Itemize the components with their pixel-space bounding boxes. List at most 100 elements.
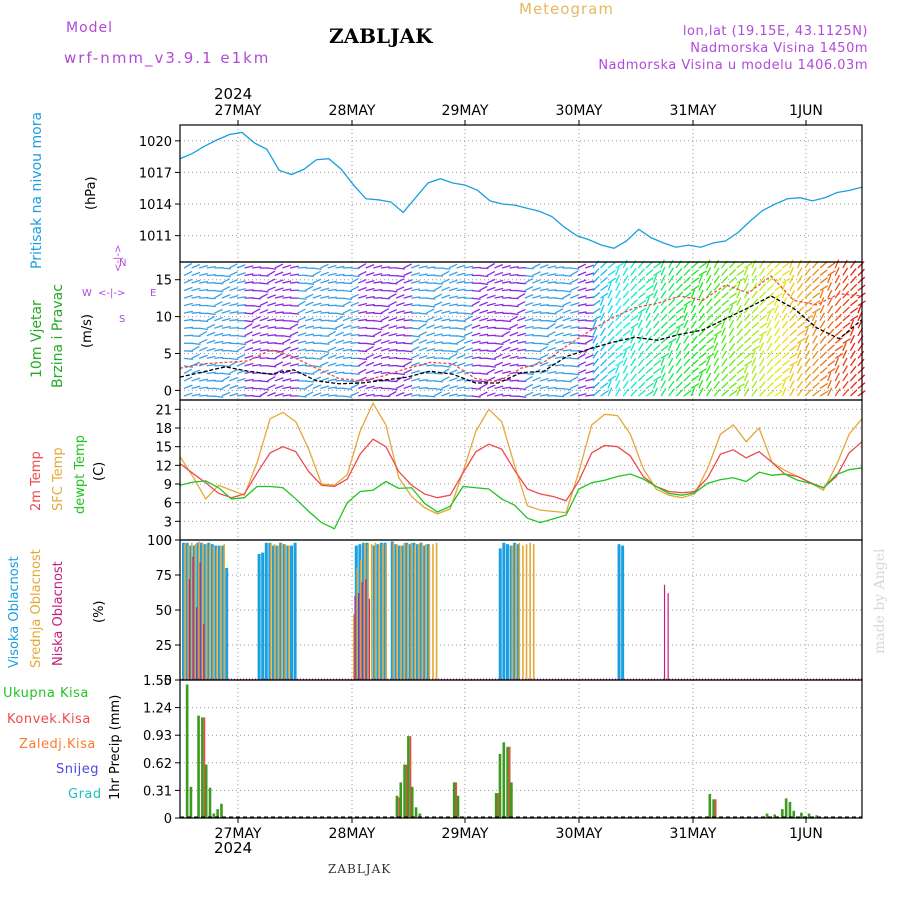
wind-barb (819, 382, 828, 390)
wind-barb (675, 373, 683, 382)
wind-barb (781, 320, 789, 329)
wind-barb (653, 344, 661, 352)
wind-barb (327, 354, 337, 359)
wind-barb (244, 312, 254, 315)
wind-barb (183, 302, 193, 307)
wind-barb (532, 271, 541, 277)
wind-barb (774, 292, 783, 299)
wind-gust-line (179, 275, 863, 383)
cloud-bar-high (221, 545, 225, 680)
wind-barb (494, 295, 504, 299)
wind-barb (441, 294, 451, 299)
wind-barb (403, 279, 413, 284)
compass-west: W (82, 288, 92, 299)
wind-barb (214, 282, 224, 285)
wind-barb (342, 395, 353, 398)
wind-barb (797, 322, 805, 329)
wind-barb (274, 303, 284, 307)
wind-barb (789, 364, 794, 374)
wind-barb (373, 362, 383, 367)
wind-barb (448, 369, 458, 375)
wind-barb (532, 318, 542, 322)
wind-barb (645, 277, 654, 284)
cloud-bar-mid (201, 542, 204, 680)
wind-barb (630, 267, 637, 276)
wind-barb (766, 358, 774, 367)
wind-barb (607, 343, 615, 352)
wind-barb (388, 309, 398, 314)
wind-barb (229, 376, 238, 382)
wind-barb (464, 355, 474, 359)
wind-barb (622, 357, 628, 367)
cloud-bar-mid (212, 547, 215, 680)
wind-barb (358, 357, 368, 361)
wind-barb (599, 312, 606, 321)
cloud-bar-high (199, 542, 203, 680)
wind-barb (327, 296, 337, 299)
wind-barb (305, 372, 315, 375)
precip-bar-total (498, 753, 502, 818)
wind-barb (426, 348, 436, 352)
wind-barb (789, 380, 795, 389)
wind-barb (532, 287, 542, 292)
wind-barb (312, 294, 322, 299)
wind-barb (690, 304, 697, 314)
wind-barb (721, 350, 728, 359)
wind-barb (448, 361, 458, 367)
wind-barb (236, 385, 246, 390)
wind-barb (251, 324, 261, 329)
wind-barb (502, 296, 512, 299)
wind-barb (668, 275, 675, 284)
wind-barb (585, 378, 595, 382)
wind-barb (433, 325, 443, 329)
wind-barb (819, 304, 825, 314)
wind-barb (517, 356, 527, 359)
wind-barb (433, 349, 443, 352)
wind-barb (494, 335, 504, 338)
wind-barb (305, 341, 315, 344)
wind-barb (713, 298, 721, 307)
x-tick-label-bottom: 30MAY (556, 826, 603, 842)
wind-barb (327, 288, 337, 292)
wind-barb (191, 311, 201, 314)
wind-barb (660, 274, 666, 284)
wind-barb (441, 334, 451, 337)
wind-barb (600, 382, 609, 389)
precip-bar-total (792, 810, 796, 818)
wind-barb (789, 313, 797, 322)
wind-barb (358, 350, 368, 353)
wind-barb (221, 341, 231, 344)
wind-barb (524, 294, 534, 299)
wind-barb (380, 316, 390, 322)
cloud-bar-mid (403, 542, 405, 680)
wind-barb (342, 364, 353, 367)
wind-barb (244, 273, 254, 277)
wind-barb (705, 259, 711, 269)
wind-barb (365, 311, 375, 314)
wind-barb (501, 354, 511, 359)
wind-barb (774, 335, 781, 344)
wind-barb (403, 392, 413, 397)
wind-barb (615, 262, 624, 269)
wind-barb (426, 395, 436, 398)
wind-barb (357, 270, 367, 277)
wind-barb (690, 269, 699, 277)
wind-barb (645, 320, 652, 329)
cloud-bar-high (419, 542, 423, 680)
wind-barb (297, 364, 307, 367)
wind-barb (411, 296, 421, 299)
wind-barb (577, 303, 587, 307)
wind-barb (433, 301, 443, 307)
wind-barb (842, 275, 849, 284)
cloud-bar-high (286, 545, 290, 680)
wind-barb (335, 379, 345, 382)
wind-barb (562, 317, 572, 322)
wind-barb (365, 303, 375, 307)
wind-barb (827, 344, 835, 352)
wind-barb (789, 259, 794, 269)
wind-barb (426, 364, 436, 367)
wind-barb (743, 274, 749, 284)
wind-barb (652, 387, 658, 397)
wind-barb (221, 365, 231, 368)
wind-barb (759, 365, 766, 374)
